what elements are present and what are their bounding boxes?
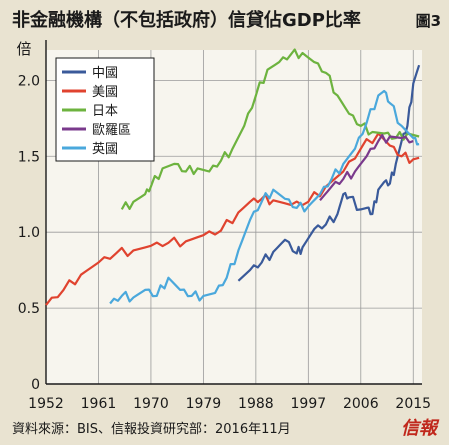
- x-tick-label: 1961: [81, 396, 117, 412]
- y-tick-label: 1.0: [18, 225, 40, 241]
- legend-label: 美國: [92, 85, 118, 100]
- publisher-logo: 信報: [401, 418, 437, 439]
- x-tick-label: 1952: [28, 396, 64, 412]
- source-note: 資料來源：BIS、信報投資研究部：2016年11月: [12, 422, 291, 437]
- legend-label: 中國: [92, 66, 118, 81]
- y-tick-label: 1.5: [18, 149, 40, 165]
- series-line-3: [120, 48, 420, 210]
- legend-label: 日本: [92, 104, 118, 119]
- legend-label: 英國: [92, 142, 118, 157]
- y-tick-label: 2.0: [18, 73, 40, 89]
- legend-label: 歐羅區: [92, 123, 131, 138]
- figure-label: 圖3: [415, 12, 441, 30]
- x-tick-label: 2015: [395, 396, 431, 412]
- chart-title: 非金融機構（不包括政府）信貸佔GDP比率: [12, 10, 361, 31]
- x-tick-label: 1988: [238, 396, 274, 412]
- series-line-1: [237, 64, 421, 282]
- x-tick-label: 2006: [343, 396, 379, 412]
- x-tick-label: 1979: [186, 396, 222, 412]
- series-line-5: [109, 89, 420, 305]
- series-line-4: [319, 133, 414, 202]
- y-axis-unit-label: 倍: [16, 40, 31, 58]
- y-tick-label: 0: [31, 377, 40, 393]
- x-tick-label: 1997: [291, 396, 327, 412]
- x-tick-label: 1970: [133, 396, 169, 412]
- y-tick-label: 0.5: [18, 301, 40, 317]
